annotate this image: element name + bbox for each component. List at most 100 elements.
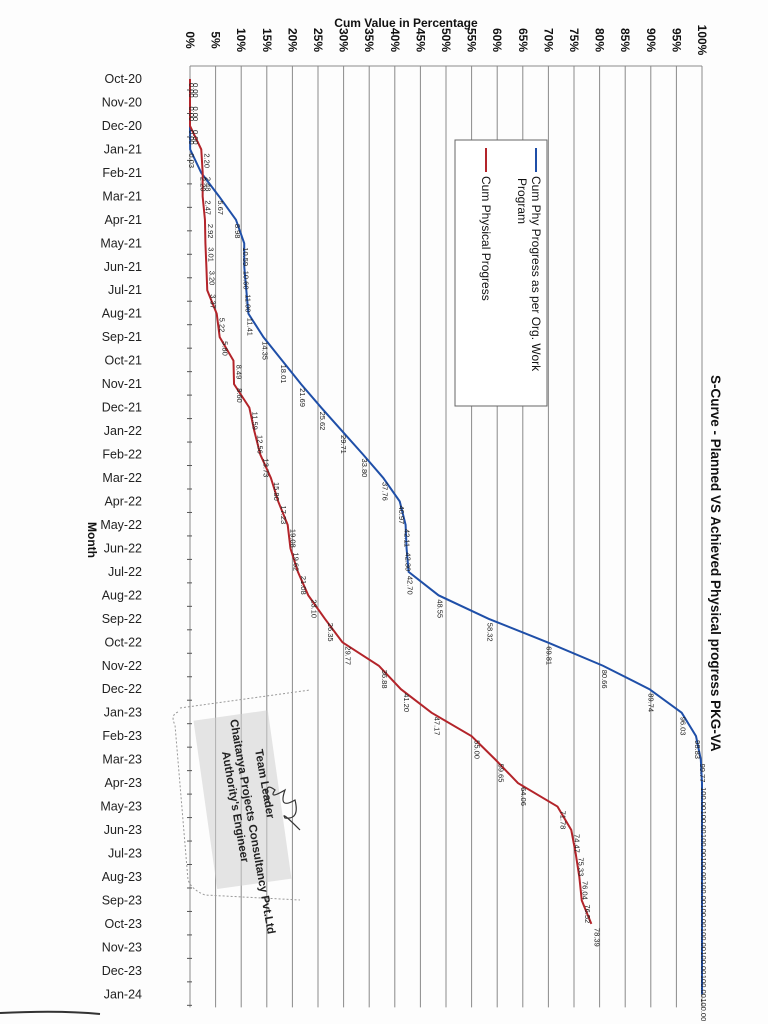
data-point-label: 2.47: [204, 200, 213, 215]
actual-progress-line: [189, 79, 593, 925]
data-point-label: 3.01: [206, 247, 215, 262]
data-point-label: 8.60: [235, 388, 244, 403]
data-point-label: 100.00: [699, 858, 708, 881]
data-point-label: 100.00: [699, 834, 708, 857]
legend-label-planned: Cum Phy Progress as per Org. Work: [529, 176, 543, 372]
month-axis-ticks: Oct-20 Nov-20 Dec-20 Jan-21 Feb-21 Mar-21 Apr-…: [100, 72, 192, 1006]
data-point-label: 17.23: [279, 505, 288, 524]
data-point-label: 89.74: [646, 693, 655, 712]
page-edge-mark: [0, 1010, 101, 1015]
data-point-label: 100.00: [699, 881, 708, 904]
data-point-label: 100.00: [699, 811, 708, 834]
percent-tick-label: 100%: [695, 25, 709, 56]
data-point-label: 21.08: [299, 576, 308, 595]
data-point-label: 99.77: [698, 764, 707, 783]
percentage-axis-ticks: 0% 5% 10% 15% 20% 25% 30% 35% 40% 45% 50% 55% 60% 65%…: [183, 25, 709, 56]
month-tick-label: Feb-21: [102, 166, 142, 180]
signature: [266, 786, 301, 831]
month-tick-label: Jun-21: [104, 260, 142, 274]
percent-tick-label: 20%: [285, 28, 299, 52]
data-point-label: 23.10: [309, 599, 318, 618]
data-point-label: 42.70: [406, 576, 415, 595]
data-point-label: 0.03: [187, 153, 196, 168]
data-point-label: 55.00: [473, 740, 482, 759]
data-point-label: 40.97: [397, 505, 406, 524]
planned-progress-line: [189, 79, 703, 995]
month-tick-label: Sep-22: [102, 612, 142, 626]
month-tick-label: Mar-23: [102, 753, 142, 767]
data-point-label: 100.00: [699, 787, 708, 810]
data-labels: 0.000.000.000.032.205.678.9810.5910.6011…: [187, 83, 708, 1021]
stamp-shade: [193, 710, 292, 890]
data-point-label: 100.00: [699, 904, 708, 927]
data-point-label: 21.69: [298, 388, 307, 407]
data-point-label: 26.35: [326, 623, 335, 642]
data-point-label: 78.39: [592, 928, 601, 947]
percent-tick-label: 85%: [618, 28, 632, 52]
data-point-label: 5.80: [221, 341, 230, 356]
data-point-label: 5.22: [218, 318, 227, 333]
data-point-label: 12.56: [255, 435, 264, 454]
percent-tick-label: 45%: [413, 28, 427, 52]
data-point-label: 59.65: [496, 764, 505, 783]
month-tick-label: Feb-22: [102, 448, 142, 462]
legend: Cum Phy Progress as per Org. Work Progra…: [454, 139, 548, 407]
month-tick-label: Oct-22: [104, 635, 142, 649]
percent-tick-label: 15%: [260, 28, 274, 52]
month-tick-label: Oct-23: [104, 917, 142, 931]
data-point-label: 96.03: [679, 717, 688, 736]
percent-tick-label: 10%: [234, 28, 248, 52]
month-tick-label: Nov-23: [102, 940, 142, 954]
month-tick-label: Apr-22: [104, 494, 142, 508]
data-point-label: 11.41: [245, 318, 254, 336]
month-tick-label: Mar-22: [102, 471, 142, 485]
month-tick-label: Dec-21: [102, 401, 142, 415]
data-point-label: 36.88: [380, 670, 389, 689]
data-point-label: 76.04: [580, 881, 589, 900]
data-point-label: 100.00: [699, 928, 708, 951]
percent-tick-label: 60%: [490, 28, 504, 52]
data-point-label: 13.73: [261, 459, 270, 478]
percent-tick-label: 90%: [644, 28, 658, 52]
data-point-label: 8.98: [233, 224, 242, 239]
data-point-label: 100.00: [699, 975, 708, 998]
month-tick-label: Jul-22: [108, 565, 142, 579]
percent-tick-label: 80%: [593, 28, 607, 52]
percent-tick-label: 35%: [362, 28, 376, 52]
month-tick-label: Aug-23: [102, 870, 142, 884]
percent-tick-label: 75%: [567, 28, 581, 52]
data-point-label: 0.00: [187, 106, 196, 121]
data-point-label: 3.37: [208, 294, 217, 309]
month-tick-label: Oct-21: [104, 354, 142, 368]
data-point-label: 80.66: [600, 670, 609, 689]
month-tick-label: Dec-23: [102, 964, 142, 978]
data-point-label: 0.00: [191, 83, 200, 98]
data-point-label: 0.00: [187, 130, 196, 145]
month-axis-title: Month: [85, 522, 99, 558]
month-tick-label: Nov-21: [102, 377, 142, 391]
month-tick-label: Sep-21: [102, 330, 142, 344]
data-point-label: 0.00: [191, 130, 200, 145]
month-tick-label: Jan-23: [104, 706, 142, 720]
data-point-label: 8.49: [234, 365, 243, 380]
month-tick-label: May-21: [100, 236, 142, 250]
month-tick-label: Feb-23: [102, 729, 142, 743]
data-point-label: 75.33: [577, 858, 586, 877]
data-point-label: 18.01: [279, 365, 288, 384]
percent-tick-label: 40%: [388, 28, 402, 52]
data-point-label: 71.78: [559, 811, 568, 830]
data-point-label: 25.62: [318, 412, 327, 431]
percent-tick-label: 65%: [516, 28, 530, 52]
data-point-label: 10.59: [241, 247, 250, 266]
data-point-label: 100.00: [699, 998, 708, 1021]
data-point-label: 11.59: [250, 412, 259, 430]
data-point-label: 98.83: [693, 740, 702, 759]
data-point-label: 64.06: [519, 787, 528, 806]
month-tick-label: Oct-20: [104, 72, 142, 86]
month-tick-label: Sep-23: [102, 893, 142, 907]
month-tick-label: Aug-21: [102, 307, 142, 321]
month-tick-label: Jun-22: [104, 541, 142, 555]
data-point-label: 74.47: [572, 834, 581, 853]
data-point-label: 42.11: [403, 529, 412, 547]
data-point-label: 2.92: [206, 224, 215, 239]
